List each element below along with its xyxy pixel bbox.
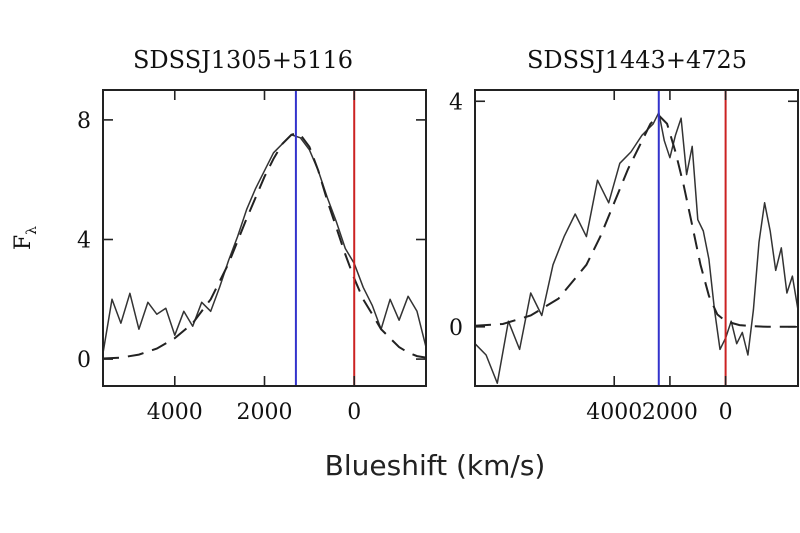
panel-sdssj1305: SDSSJ1305+5116 0 4 8 4000 2000 0: [77, 46, 427, 425]
y-tick-label: 4: [77, 228, 91, 253]
svg-text:Fλ: Fλ: [11, 226, 40, 250]
series-layer: [474, 111, 799, 384]
panel-title: SDSSJ1443+4725: [527, 46, 747, 74]
observed-spectrum-line: [102, 134, 427, 354]
y-tick-label: 0: [449, 316, 463, 341]
y-axis-label: Fλ: [11, 226, 40, 250]
x-tick-label: 4000: [147, 400, 203, 425]
tick-layer: 0 4 8 4000 2000 0: [77, 90, 426, 425]
vline-layer: [657, 90, 727, 386]
axes-frame: [474, 89, 799, 387]
model-profile-line: [474, 113, 798, 328]
y-tick-label: 0: [77, 348, 91, 373]
x-tick-label: 0: [719, 400, 733, 425]
observed-spectrum-line: [474, 111, 799, 384]
axes-frame: [102, 89, 427, 387]
x-tick-label: 2000: [642, 400, 698, 425]
y-tick-label: 8: [77, 109, 91, 134]
panel-title: SDSSJ1305+5116: [133, 46, 353, 74]
series-layer: [102, 132, 427, 360]
x-axis-label: Blueshift (km/s): [325, 449, 546, 482]
x-tick-label: 0: [347, 400, 361, 425]
x-tick-label: 4000: [586, 400, 642, 425]
tick-layer: 0 4 4000 2000 0: [449, 90, 798, 425]
x-tick-label: 2000: [237, 400, 293, 425]
y-axis-label-sub: λ: [24, 226, 40, 235]
y-tick-label: 4: [449, 90, 463, 115]
y-axis-label-main: F: [11, 235, 36, 250]
vline-layer: [294, 90, 356, 386]
model-profile-line: [102, 132, 427, 360]
panel-sdssj1443: SDSSJ1443+4725 0 4 4000 2000 0: [449, 46, 799, 425]
